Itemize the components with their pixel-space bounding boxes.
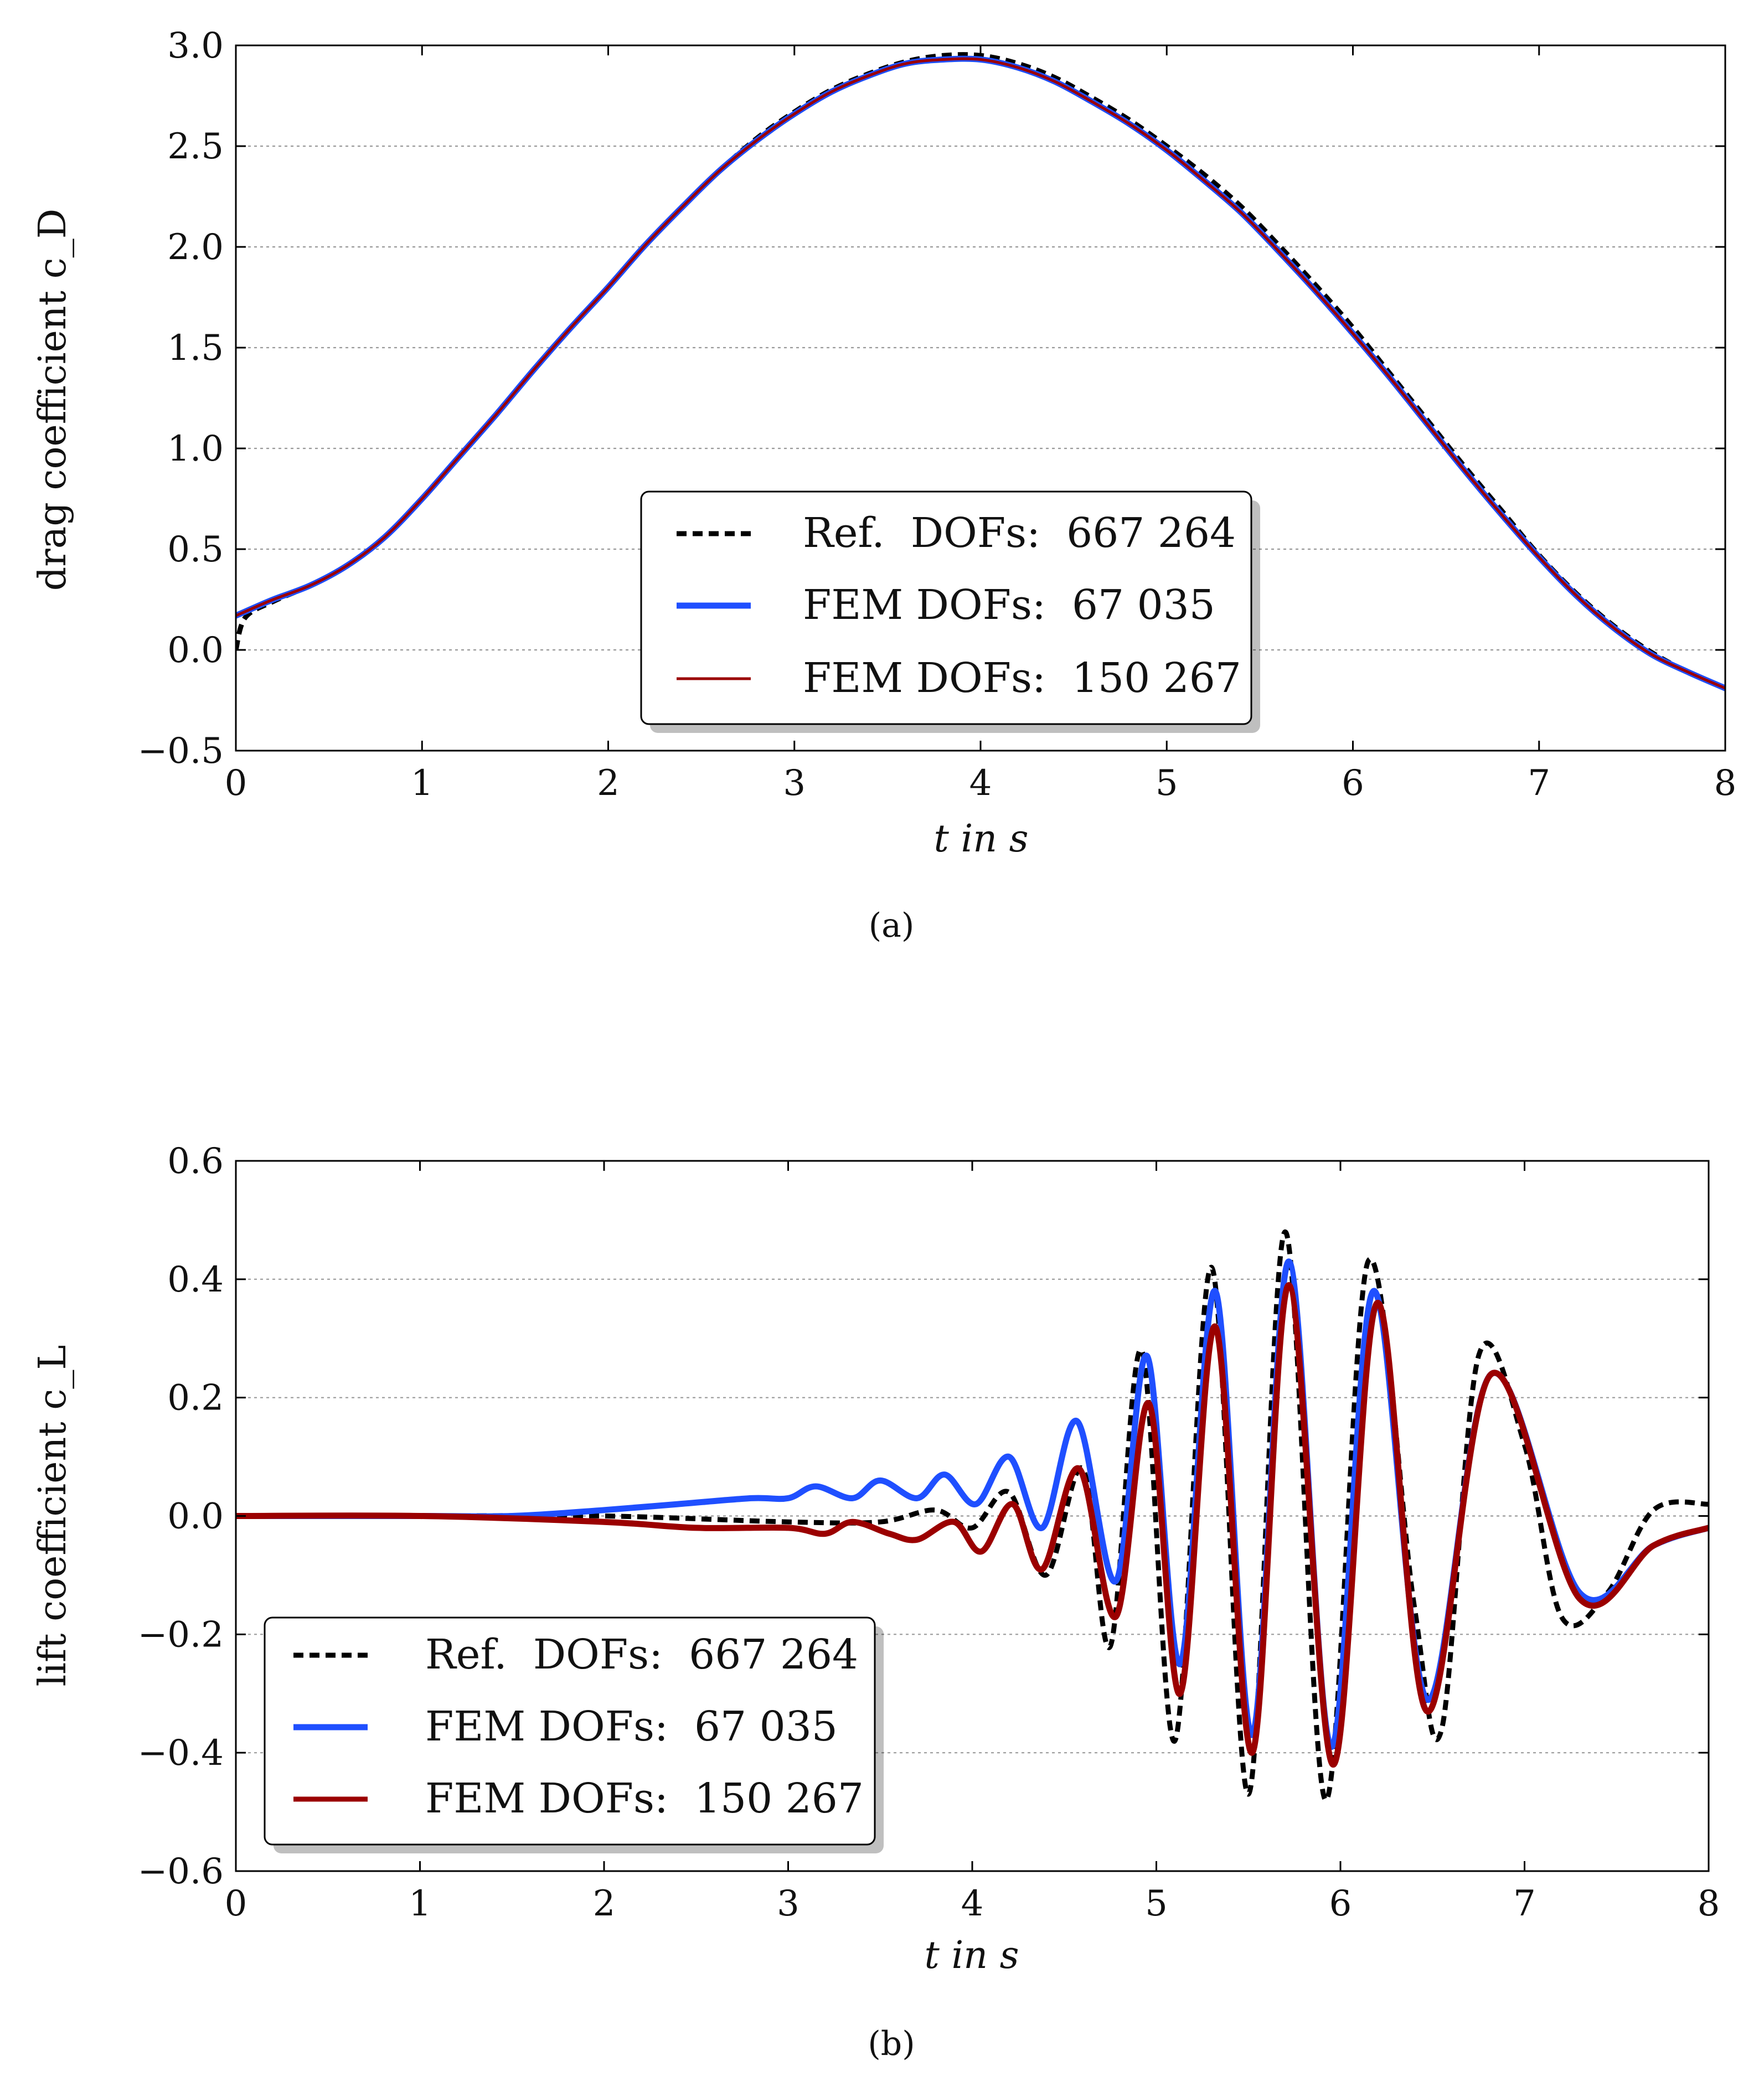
x-tick-label: 8 xyxy=(1714,763,1737,804)
legend: Ref. DOFs: 667 264 FEM DOFs: 67 035 FEM … xyxy=(640,490,1260,733)
y-tick-label: 0.5 xyxy=(167,529,224,570)
x-tick-labels: 0 1 2 3 4 5 6 7 8 xyxy=(225,763,1737,804)
x-tick-label: 1 xyxy=(411,763,434,804)
legend-label-fem-fine: FEM DOFs: 150 267 xyxy=(425,1775,864,1822)
y-tick-label: 0.2 xyxy=(167,1378,224,1419)
lift-coefficient-chart: 0 1 2 3 4 5 6 7 8 −0.6 −0.4 −0.2 0.0 0.2 0.4 0.6 t in … xyxy=(31,1141,1720,2063)
y-tick-label: −0.5 xyxy=(138,731,224,772)
x-tick-label: 3 xyxy=(777,1883,800,1924)
x-tick-labels: 0 1 2 3 4 5 6 7 8 xyxy=(225,1883,1720,1924)
y-tick-label: 1.0 xyxy=(167,428,224,469)
legend-box xyxy=(640,490,1252,725)
x-axis-label: t in s xyxy=(925,1934,1019,1977)
y-tick-labels: −0.6 −0.4 −0.2 0.0 0.2 0.4 0.6 xyxy=(138,1141,224,1892)
x-tick-label: 5 xyxy=(1156,763,1178,804)
y-tick-label: 0.0 xyxy=(167,630,224,671)
panel-caption-a: (a) xyxy=(869,906,915,945)
x-tick-label: 5 xyxy=(1145,1883,1168,1924)
tick-marks xyxy=(235,1160,1710,1872)
y-tick-label: 0.4 xyxy=(167,1259,224,1300)
y-axis-label: drag coefficient c_D xyxy=(31,209,75,591)
x-tick-label: 2 xyxy=(597,763,620,804)
y-tick-label: −0.4 xyxy=(138,1733,224,1774)
y-tick-label: 0.6 xyxy=(167,1141,224,1182)
legend-label-fem-coarse: FEM DOFs: 67 035 xyxy=(425,1703,838,1750)
x-tick-label: 7 xyxy=(1513,1883,1536,1924)
y-tick-labels: −0.5 0.0 0.5 1.0 1.5 2.0 2.5 3.0 xyxy=(138,25,224,772)
legend-label-ref: Ref. DOFs: 667 264 xyxy=(803,509,1236,557)
x-tick-label: 4 xyxy=(961,1883,984,1924)
legend-box xyxy=(264,1616,876,1846)
tick-marks xyxy=(235,44,1726,752)
drag-coefficient-chart: 0 1 2 3 4 5 6 7 8 −0.5 0.0 0.5 1.0 1.5 2.0 2.5 3.0 t in… xyxy=(31,25,1736,945)
x-tick-label: 0 xyxy=(225,763,247,804)
x-tick-label: 7 xyxy=(1528,763,1550,804)
x-tick-label: 3 xyxy=(783,763,806,804)
x-tick-label: 2 xyxy=(593,1883,616,1924)
y-tick-label: −0.2 xyxy=(138,1614,224,1655)
legend: Ref. DOFs: 667 264 FEM DOFs: 67 035 FEM … xyxy=(264,1616,884,1853)
legend-label-fem-fine: FEM DOFs: 150 267 xyxy=(803,654,1241,702)
panel-caption-b: (b) xyxy=(868,2024,915,2063)
series-line-ref xyxy=(236,1229,1709,1803)
x-tick-label: 1 xyxy=(409,1883,431,1924)
x-tick-label: 6 xyxy=(1342,763,1364,804)
x-tick-label: 6 xyxy=(1329,1883,1352,1924)
y-tick-label: 0.0 xyxy=(167,1496,224,1537)
series-line-fem-fine xyxy=(236,57,1725,690)
x-tick-label: 4 xyxy=(969,763,992,804)
x-tick-label: 0 xyxy=(225,1883,247,1924)
series-line-fem-fine xyxy=(236,1282,1709,1768)
plot-area xyxy=(236,1229,1709,1803)
y-tick-label: 1.5 xyxy=(167,328,224,369)
legend-label-fem-coarse: FEM DOFs: 67 035 xyxy=(803,581,1215,629)
x-tick-label: 8 xyxy=(1698,1883,1720,1924)
x-axis-label: t in s xyxy=(934,817,1029,861)
legend-label-ref: Ref. DOFs: 667 264 xyxy=(425,1631,858,1678)
y-tick-label: 2.5 xyxy=(167,126,224,167)
plot-area xyxy=(236,52,1725,691)
y-tick-label: 3.0 xyxy=(167,25,224,66)
y-axis-label: lift coefficient c_L xyxy=(31,1345,75,1687)
y-tick-label: −0.6 xyxy=(138,1851,224,1892)
y-tick-label: 2.0 xyxy=(167,227,224,268)
